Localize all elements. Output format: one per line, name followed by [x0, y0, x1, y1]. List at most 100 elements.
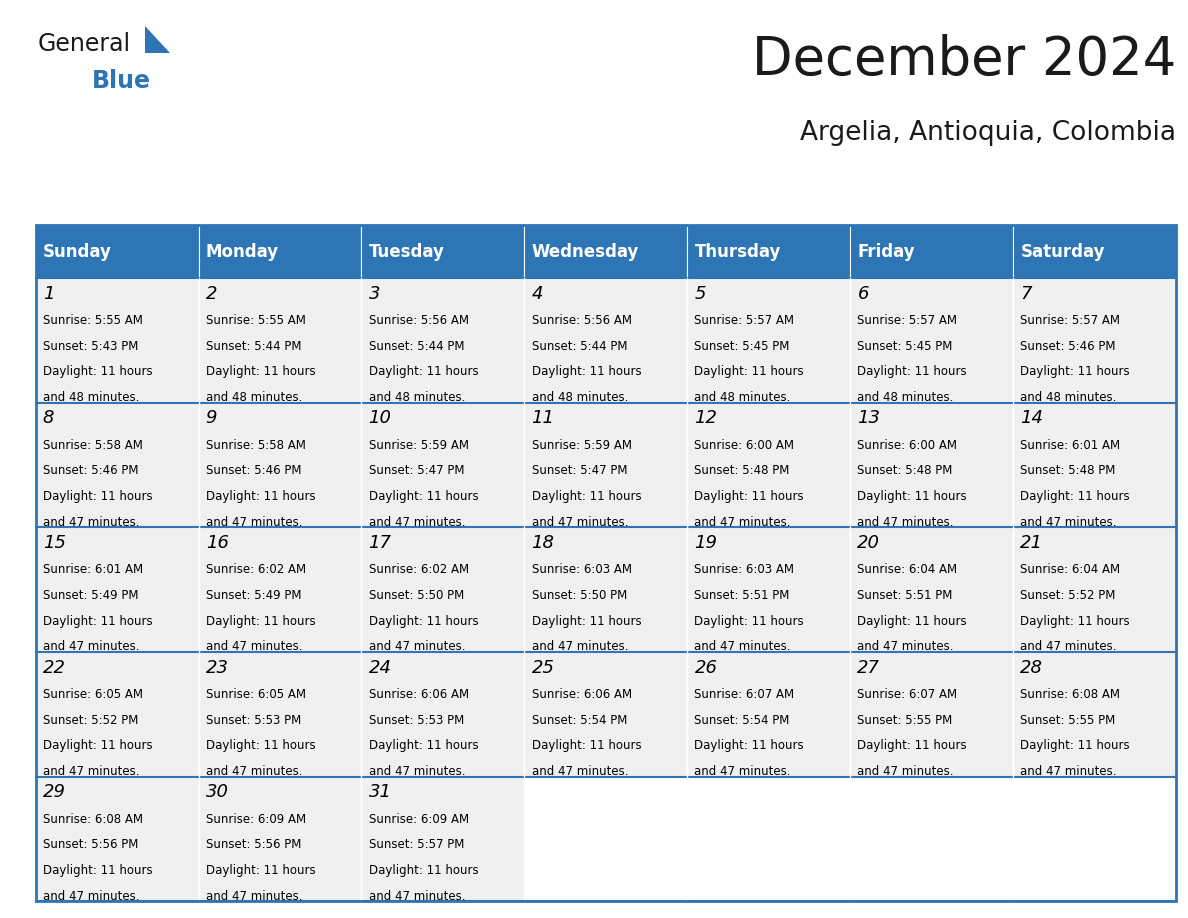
Text: and 48 minutes.: and 48 minutes.	[531, 391, 628, 404]
Text: 4: 4	[531, 285, 543, 303]
Text: 2: 2	[206, 285, 217, 303]
Text: Sunset: 5:47 PM: Sunset: 5:47 PM	[531, 465, 627, 477]
Text: and 47 minutes.: and 47 minutes.	[368, 516, 466, 529]
Bar	[361, 403, 524, 528]
Text: Sunrise: 6:01 AM: Sunrise: 6:01 AM	[1020, 439, 1120, 452]
Text: Sunset: 5:55 PM: Sunset: 5:55 PM	[1020, 713, 1116, 727]
Text: Daylight: 11 hours: Daylight: 11 hours	[695, 365, 804, 378]
Text: 18: 18	[531, 534, 555, 552]
Bar	[36, 403, 198, 528]
Text: Sunrise: 5:58 AM: Sunrise: 5:58 AM	[43, 439, 143, 452]
Text: Friday: Friday	[858, 242, 915, 261]
Text: Daylight: 11 hours: Daylight: 11 hours	[368, 490, 479, 503]
Text: and 47 minutes.: and 47 minutes.	[206, 641, 302, 654]
Text: Sunrise: 5:56 AM: Sunrise: 5:56 AM	[531, 314, 632, 327]
Text: Sunrise: 6:02 AM: Sunrise: 6:02 AM	[206, 564, 305, 577]
Text: Sunrise: 5:56 AM: Sunrise: 5:56 AM	[368, 314, 468, 327]
Text: Daylight: 11 hours: Daylight: 11 hours	[531, 490, 642, 503]
Bar	[1013, 403, 1176, 528]
Bar	[198, 225, 361, 278]
Text: Sunset: 5:46 PM: Sunset: 5:46 PM	[43, 465, 138, 477]
Text: Thursday: Thursday	[695, 242, 781, 261]
Text: Sunset: 5:53 PM: Sunset: 5:53 PM	[206, 713, 301, 727]
Text: Daylight: 11 hours: Daylight: 11 hours	[206, 739, 315, 753]
Text: Daylight: 11 hours: Daylight: 11 hours	[206, 490, 315, 503]
Text: and 47 minutes.: and 47 minutes.	[1020, 641, 1117, 654]
Bar	[1013, 652, 1176, 777]
Text: Sunset: 5:44 PM: Sunset: 5:44 PM	[368, 340, 465, 353]
Text: and 47 minutes.: and 47 minutes.	[695, 765, 791, 778]
Text: Sunrise: 6:05 AM: Sunrise: 6:05 AM	[206, 688, 305, 701]
Text: Sunset: 5:47 PM: Sunset: 5:47 PM	[368, 465, 465, 477]
Text: Sunrise: 6:07 AM: Sunrise: 6:07 AM	[695, 688, 795, 701]
Text: and 48 minutes.: and 48 minutes.	[858, 391, 954, 404]
Text: and 48 minutes.: and 48 minutes.	[1020, 391, 1117, 404]
Text: and 47 minutes.: and 47 minutes.	[43, 516, 139, 529]
Text: and 47 minutes.: and 47 minutes.	[206, 765, 302, 778]
Text: Sunset: 5:54 PM: Sunset: 5:54 PM	[531, 713, 627, 727]
Text: Sunset: 5:45 PM: Sunset: 5:45 PM	[858, 340, 953, 353]
Text: Sunrise: 5:55 AM: Sunrise: 5:55 AM	[206, 314, 305, 327]
Text: Monday: Monday	[206, 242, 279, 261]
Text: Sunset: 5:46 PM: Sunset: 5:46 PM	[206, 465, 302, 477]
Bar	[198, 528, 361, 652]
Text: and 48 minutes.: and 48 minutes.	[206, 391, 302, 404]
Bar	[851, 652, 1013, 777]
Text: 10: 10	[368, 409, 392, 427]
Text: 8: 8	[43, 409, 55, 427]
Text: 28: 28	[1020, 658, 1043, 677]
Text: Daylight: 11 hours: Daylight: 11 hours	[1020, 490, 1130, 503]
Text: and 47 minutes.: and 47 minutes.	[695, 516, 791, 529]
Bar	[524, 278, 688, 403]
Bar	[198, 652, 361, 777]
Bar	[36, 652, 198, 777]
Text: Sunrise: 6:09 AM: Sunrise: 6:09 AM	[368, 812, 469, 825]
Text: 19: 19	[695, 534, 718, 552]
Text: Daylight: 11 hours: Daylight: 11 hours	[206, 365, 315, 378]
Text: Sunrise: 6:03 AM: Sunrise: 6:03 AM	[695, 564, 795, 577]
Text: and 47 minutes.: and 47 minutes.	[531, 516, 628, 529]
Bar	[36, 225, 198, 278]
Text: Daylight: 11 hours: Daylight: 11 hours	[43, 615, 152, 628]
Text: Daylight: 11 hours: Daylight: 11 hours	[368, 615, 479, 628]
Bar	[36, 777, 198, 901]
Text: Sunrise: 6:02 AM: Sunrise: 6:02 AM	[368, 564, 469, 577]
Text: Daylight: 11 hours: Daylight: 11 hours	[858, 365, 967, 378]
Text: and 48 minutes.: and 48 minutes.	[43, 391, 139, 404]
Text: Sunset: 5:48 PM: Sunset: 5:48 PM	[1020, 465, 1116, 477]
Text: Daylight: 11 hours: Daylight: 11 hours	[43, 365, 152, 378]
Text: 20: 20	[858, 534, 880, 552]
Text: General: General	[38, 32, 131, 56]
Bar	[198, 403, 361, 528]
Text: December 2024: December 2024	[752, 34, 1176, 85]
Text: Sunset: 5:52 PM: Sunset: 5:52 PM	[1020, 589, 1116, 602]
Text: and 47 minutes.: and 47 minutes.	[1020, 765, 1117, 778]
Text: and 47 minutes.: and 47 minutes.	[858, 516, 954, 529]
Text: Wednesday: Wednesday	[531, 242, 639, 261]
Text: Sunrise: 6:00 AM: Sunrise: 6:00 AM	[858, 439, 958, 452]
Bar	[36, 225, 1176, 901]
Text: Sunset: 5:50 PM: Sunset: 5:50 PM	[368, 589, 463, 602]
Bar	[1013, 225, 1176, 278]
Bar	[198, 278, 361, 403]
Text: Daylight: 11 hours: Daylight: 11 hours	[368, 739, 479, 753]
Bar	[1013, 528, 1176, 652]
Text: Sunset: 5:51 PM: Sunset: 5:51 PM	[858, 589, 953, 602]
Text: 1: 1	[43, 285, 55, 303]
Text: Sunset: 5:48 PM: Sunset: 5:48 PM	[695, 465, 790, 477]
Text: Sunset: 5:57 PM: Sunset: 5:57 PM	[368, 838, 465, 851]
Text: Daylight: 11 hours: Daylight: 11 hours	[1020, 615, 1130, 628]
Text: and 47 minutes.: and 47 minutes.	[858, 765, 954, 778]
Text: Daylight: 11 hours: Daylight: 11 hours	[695, 490, 804, 503]
Text: Blue: Blue	[91, 69, 151, 93]
Text: 12: 12	[695, 409, 718, 427]
Text: Daylight: 11 hours: Daylight: 11 hours	[368, 365, 479, 378]
Text: Sunset: 5:56 PM: Sunset: 5:56 PM	[43, 838, 138, 851]
Text: Sunset: 5:46 PM: Sunset: 5:46 PM	[1020, 340, 1116, 353]
Bar	[361, 652, 524, 777]
Text: and 47 minutes.: and 47 minutes.	[43, 890, 139, 902]
Text: 22: 22	[43, 658, 65, 677]
Bar	[688, 403, 851, 528]
Bar	[524, 403, 688, 528]
Bar	[688, 652, 851, 777]
